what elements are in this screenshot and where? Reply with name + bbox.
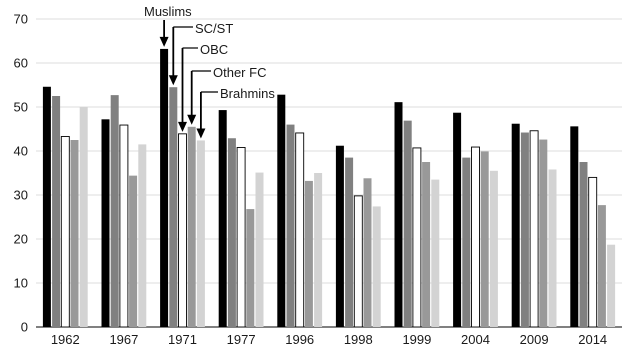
bar-sc-st-1996 [286, 124, 295, 327]
bar-brahmins-1999 [431, 179, 440, 327]
bar-muslims-1962 [42, 86, 51, 327]
bar-muslims-1977 [218, 110, 227, 327]
bar-sc-st-2009 [520, 132, 529, 327]
y-tick-label: 70 [14, 12, 28, 27]
y-tick-label: 10 [14, 276, 28, 291]
bar-other-fc-2009 [539, 139, 548, 327]
bar-brahmins-1977 [255, 172, 264, 327]
x-tick-label: 1971 [168, 332, 197, 347]
annotation-label: Other FC [213, 65, 266, 80]
bar-obc-1996 [295, 132, 305, 328]
bar-brahmins-1967 [138, 144, 147, 327]
annotation-label: OBC [200, 42, 228, 57]
bar-muslims-1971 [160, 48, 169, 328]
annotation-label: SC/ST [195, 21, 233, 36]
y-tick-label: 50 [14, 100, 28, 115]
annotation-arrowhead [159, 36, 169, 47]
bar-other-fc-1977 [246, 209, 255, 327]
bar-sc-st-1967 [110, 95, 119, 328]
x-tick-label: 2004 [461, 332, 490, 347]
bar-other-fc-1999 [422, 162, 431, 327]
bar-other-fc-1967 [129, 175, 138, 327]
bar-sc-st-1977 [227, 138, 236, 327]
bar-sc-st-1998 [345, 157, 354, 327]
y-tick-label: 0 [21, 320, 28, 335]
bar-brahmins-1998 [372, 206, 381, 327]
x-tick-label: 1962 [51, 332, 80, 347]
x-tick-label: 1977 [227, 332, 256, 347]
bar-sc-st-1999 [403, 120, 412, 327]
x-tick-label: 1998 [344, 332, 373, 347]
bar-obc-1967 [119, 124, 129, 328]
annotation-arrowhead [196, 128, 206, 139]
bar-other-fc-1996 [304, 180, 313, 327]
bar-sc-st-1971 [169, 87, 178, 327]
bar-other-fc-2014 [597, 205, 606, 327]
bar-sc-st-2004 [462, 157, 471, 327]
bar-obc-1971 [178, 133, 187, 328]
bar-muslims-1999 [394, 102, 403, 327]
annotation-arrowhead [168, 75, 178, 86]
bar-brahmins-2014 [607, 244, 616, 327]
annotation-arrowhead [187, 114, 197, 125]
bar-sc-st-1962 [52, 96, 61, 327]
x-tick-label: 1999 [402, 332, 431, 347]
y-tick-label: 30 [14, 188, 28, 203]
bar-obc-2009 [529, 130, 539, 328]
annotation-arrowhead [178, 121, 187, 132]
y-tick-label: 20 [14, 232, 28, 247]
bar-obc-2014 [588, 176, 598, 328]
bar-obc-1977 [236, 147, 246, 328]
bar-brahmins-1996 [314, 173, 323, 327]
bar-muslims-2014 [570, 126, 579, 327]
annotation-label: Brahmins [220, 86, 275, 101]
bar-obc-1962 [60, 136, 70, 328]
x-tick-label: 1967 [109, 332, 138, 347]
bar-muslims-2009 [511, 123, 520, 327]
bar-brahmins-2004 [489, 170, 498, 327]
bar-muslims-1998 [335, 145, 344, 327]
bar-obc-1998 [353, 195, 363, 328]
bar-obc-1999 [412, 147, 422, 328]
x-tick-label: 2014 [578, 332, 607, 347]
bar-other-fc-1971 [187, 126, 196, 327]
bar-obc-2004 [471, 146, 480, 328]
bar-muslims-2004 [453, 112, 462, 327]
annotation-label: Muslims [144, 4, 192, 19]
bar-muslims-1967 [101, 119, 110, 327]
bar-other-fc-1962 [70, 140, 79, 327]
bar-other-fc-1998 [363, 178, 372, 327]
bar-brahmins-1962 [79, 107, 88, 327]
y-tick-label: 60 [14, 56, 28, 71]
bar-other-fc-2004 [480, 151, 489, 327]
bar-brahmins-1971 [196, 140, 205, 327]
y-tick-label: 40 [14, 144, 28, 159]
bar-sc-st-2014 [579, 162, 588, 327]
bar-brahmins-2009 [548, 169, 557, 327]
bar-muslims-1996 [277, 94, 286, 328]
x-tick-label: 1996 [285, 332, 314, 347]
x-tick-label: 2009 [520, 332, 549, 347]
